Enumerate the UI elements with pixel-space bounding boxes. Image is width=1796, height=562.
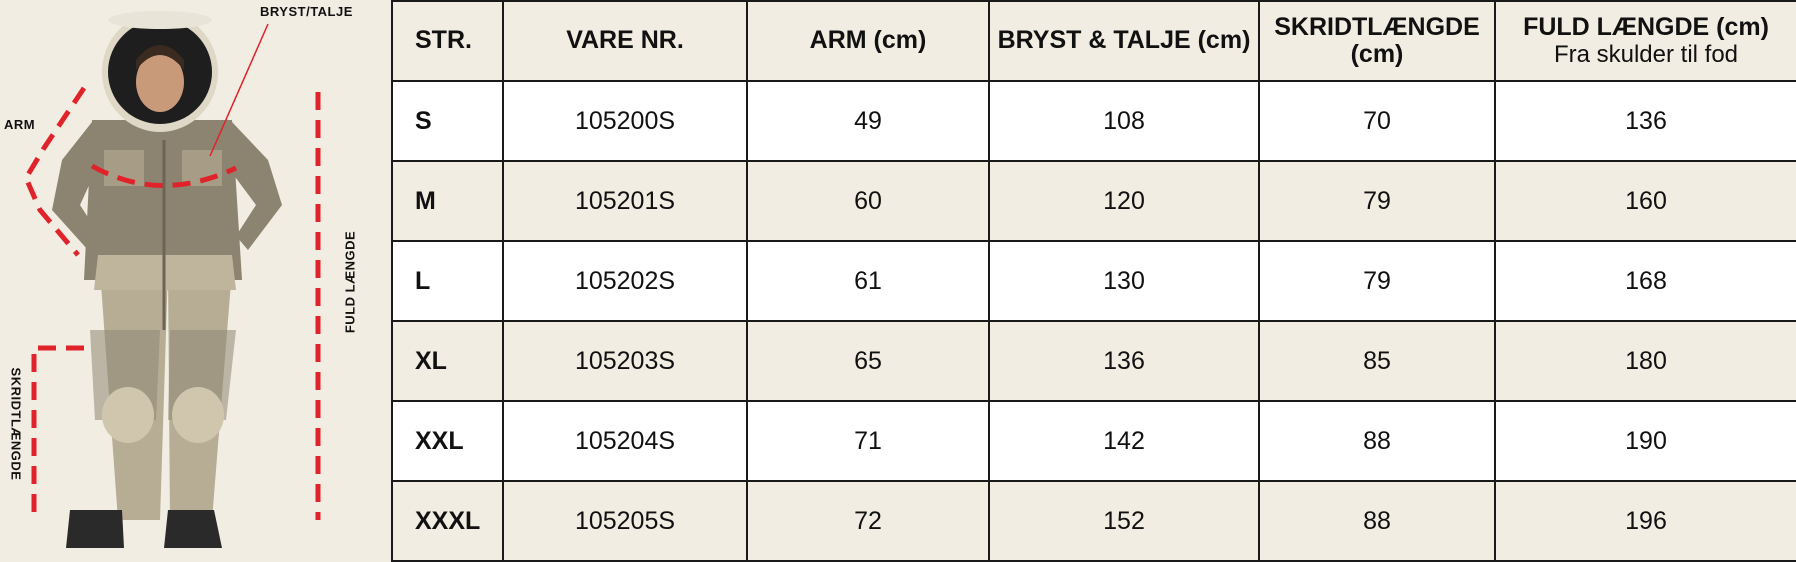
- table-row: XXXL 105205S 72 152 88 196: [391, 480, 1796, 562]
- cell-size: XXL: [391, 400, 504, 482]
- cell-inseam: 88: [1258, 480, 1496, 562]
- cell-chest-waist: 108: [988, 80, 1260, 162]
- cell-size: M: [391, 160, 504, 242]
- cell-chest-waist: 142: [988, 400, 1260, 482]
- label-chest-waist: BRYST/TALJE: [260, 4, 353, 19]
- cell-item-no: 105202S: [502, 240, 748, 322]
- cell-chest-waist: 120: [988, 160, 1260, 242]
- label-full-length: FULD LÆNGDE: [342, 230, 358, 334]
- cell-inseam: 79: [1258, 240, 1496, 322]
- table-header-row: STR. VARE NR. ARM (cm) BRYST & TALJE (cm…: [391, 0, 1796, 82]
- cell-item-no: 105201S: [502, 160, 748, 242]
- cell-full-length: 190: [1494, 400, 1796, 482]
- table-row: M 105201S 60 120 79 160: [391, 160, 1796, 242]
- cell-full-length: 136: [1494, 80, 1796, 162]
- cell-size: XXXL: [391, 480, 504, 562]
- beekeeper-suit-illustration: [23, 11, 321, 548]
- cell-inseam: 88: [1258, 400, 1496, 482]
- table-row: XXL 105204S 71 142 88 190: [391, 400, 1796, 482]
- header-arm: ARM (cm): [746, 0, 990, 82]
- header-inseam: SKRIDTLÆNGDE (cm): [1258, 0, 1496, 82]
- cell-chest-waist: 152: [988, 480, 1260, 562]
- size-chart: STR. VARE NR. ARM (cm) BRYST & TALJE (cm…: [391, 0, 1796, 562]
- size-table: STR. VARE NR. ARM (cm) BRYST & TALJE (cm…: [391, 0, 1796, 562]
- cell-full-length: 160: [1494, 160, 1796, 242]
- cell-inseam: 79: [1258, 160, 1496, 242]
- cell-size: S: [391, 80, 504, 162]
- cell-full-length: 168: [1494, 240, 1796, 322]
- table-row: L 105202S 61 130 79 168: [391, 240, 1796, 322]
- header-full-length-title: FULD LÆNGDE (cm): [1523, 13, 1769, 42]
- cell-arm: 65: [746, 320, 990, 402]
- cell-arm: 72: [746, 480, 990, 562]
- cell-size: L: [391, 240, 504, 322]
- cell-item-no: 105203S: [502, 320, 748, 402]
- cell-arm: 61: [746, 240, 990, 322]
- cell-item-no: 105204S: [502, 400, 748, 482]
- cell-arm: 49: [746, 80, 990, 162]
- header-full-length: FULD LÆNGDE (cm) Fra skulder til fod: [1494, 0, 1796, 82]
- beekeeper-suit-figure: BRYST/TALJE ARM FULD LÆNGDE SKRIDTLÆNGDE: [0, 0, 392, 556]
- cell-chest-waist: 130: [988, 240, 1260, 322]
- table-row: S 105200S 49 108 70 136: [391, 80, 1796, 162]
- header-full-length-subtitle: Fra skulder til fod: [1553, 40, 1739, 68]
- cell-chest-waist: 136: [988, 320, 1260, 402]
- cell-full-length: 196: [1494, 480, 1796, 562]
- header-size: STR.: [391, 0, 504, 82]
- cell-size: XL: [391, 320, 504, 402]
- cell-inseam: 85: [1258, 320, 1496, 402]
- cell-arm: 71: [746, 400, 990, 482]
- header-chest-waist: BRYST & TALJE (cm): [988, 0, 1260, 82]
- label-inseam: SKRIDTLÆNGDE: [8, 367, 24, 481]
- cell-item-no: 105205S: [502, 480, 748, 562]
- cell-arm: 60: [746, 160, 990, 242]
- header-item-no: VARE NR.: [502, 0, 748, 82]
- table-row: XL 105203S 65 136 85 180: [391, 320, 1796, 402]
- cell-inseam: 70: [1258, 80, 1496, 162]
- cell-full-length: 180: [1494, 320, 1796, 402]
- cell-item-no: 105200S: [502, 80, 748, 162]
- label-arm: ARM: [4, 117, 36, 132]
